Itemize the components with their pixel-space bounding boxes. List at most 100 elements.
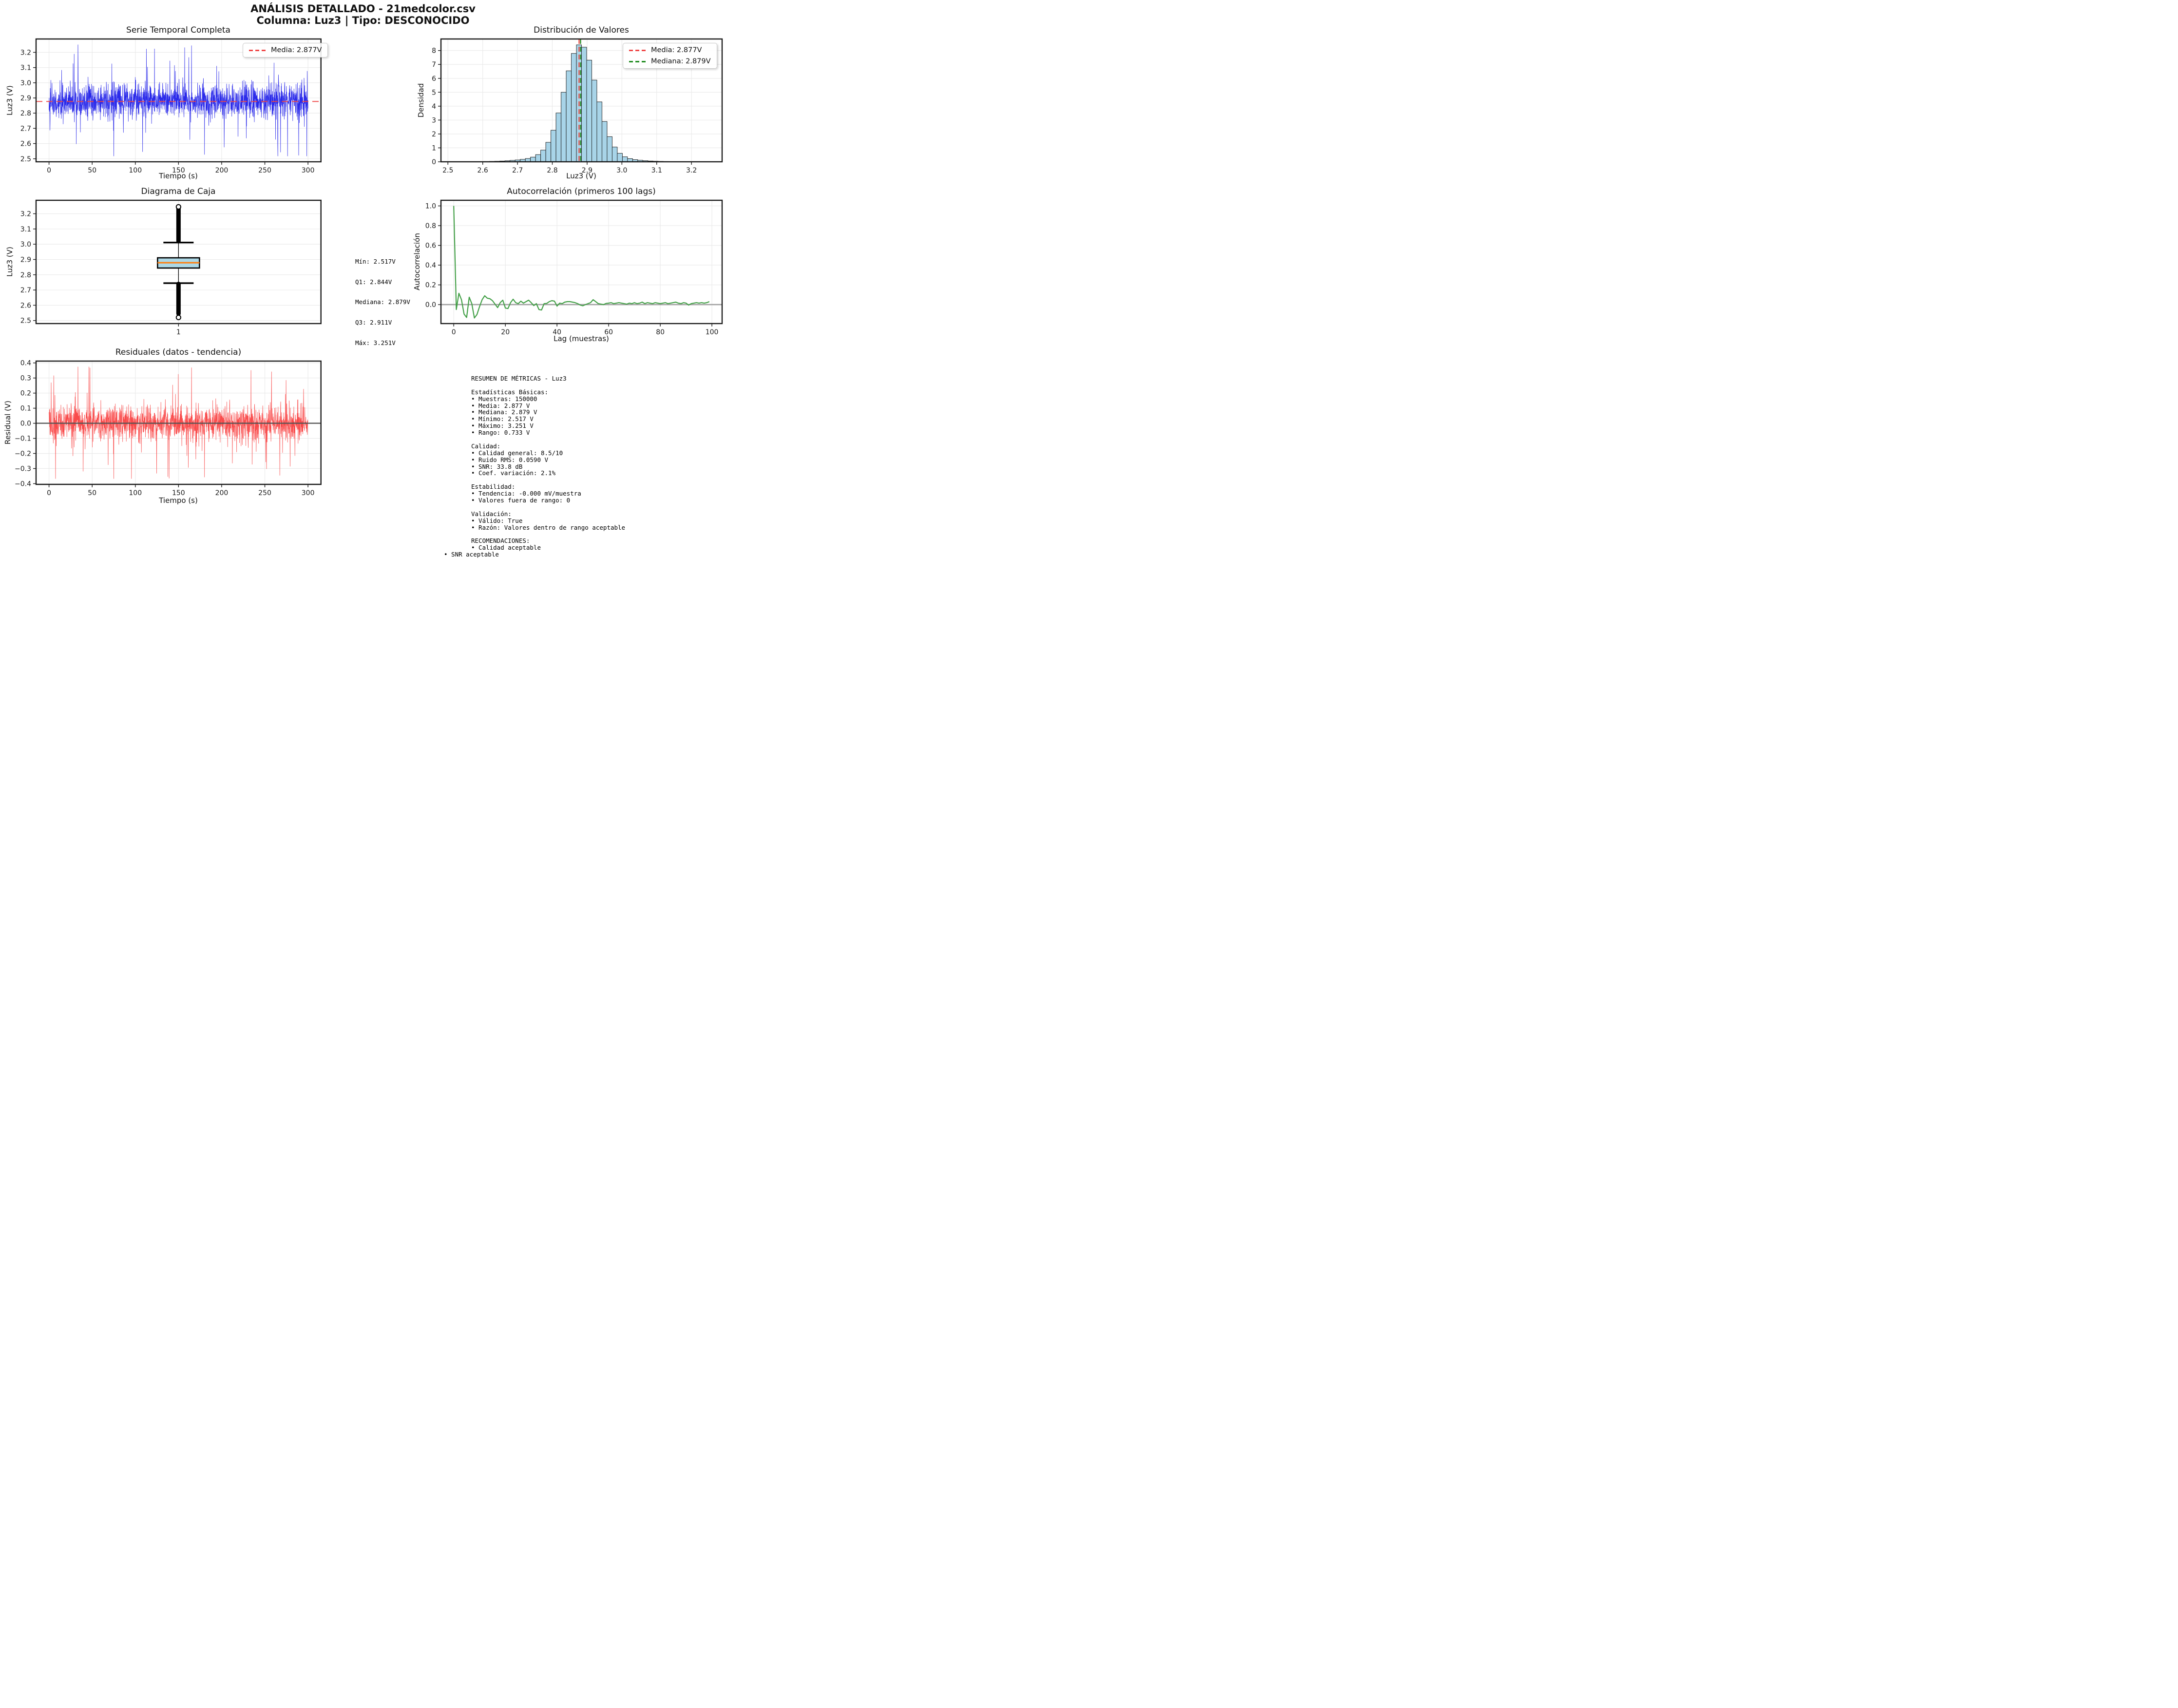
autocorr-plot: 0 20 40 60 80 100 0.0 0.2 0.4 0.6 0.8 1.0 xyxy=(425,199,723,336)
tick-label: −0.4 xyxy=(15,480,31,488)
legend-media-label: Media: 2.877V xyxy=(651,46,702,54)
metrics-summary: RESUMEN DE MÉTRICAS - Luz3 Estadísticas … xyxy=(444,375,625,558)
metrics-line xyxy=(471,504,625,511)
histogram-ylabel: Densidad xyxy=(417,83,425,118)
tick-label: 2.8 xyxy=(547,167,557,174)
tick-label: 40 xyxy=(553,328,561,336)
metrics-line: RECOMENDACIONES: xyxy=(471,537,530,545)
metrics-line xyxy=(471,436,625,443)
tick-label: 100 xyxy=(129,489,142,497)
tick-label: 3.1 xyxy=(20,64,31,72)
metrics-line xyxy=(471,382,625,389)
timeseries-title: Serie Temporal Completa xyxy=(126,25,230,35)
metrics-line: • Valores fuera de rango: 0 xyxy=(471,497,571,504)
tick-label: 250 xyxy=(258,167,271,174)
tick-label: 7 xyxy=(432,61,436,69)
legend-row-media: Media: 2.877V xyxy=(629,46,711,54)
tick-label: 60 xyxy=(604,328,613,336)
tick-label: 8 xyxy=(432,47,436,55)
tick-label: 2.6 xyxy=(20,302,31,309)
metrics-line: • Muestras: 150000 xyxy=(471,395,537,403)
stat-min: Mín: 2.517V xyxy=(355,257,396,265)
stat-q1: Q1: 2.844V xyxy=(355,278,392,286)
tick-label: 6 xyxy=(432,75,436,83)
tick-label: 0 xyxy=(47,167,51,174)
metrics-line: Calidad: xyxy=(471,442,501,450)
tick-label: 3.2 xyxy=(20,211,31,218)
tick-label: 2.9 xyxy=(582,167,592,174)
legend-mediana-label: Mediana: 2.879V xyxy=(651,58,711,65)
metrics-line: Estabilidad: xyxy=(471,483,516,491)
tick-label: 2.5 xyxy=(20,317,31,325)
tick-label: 150 xyxy=(172,167,185,174)
metrics-line: • Calidad aceptable xyxy=(471,544,541,552)
residuals-title: Residuales (datos - tendencia) xyxy=(115,347,242,357)
tick-label: 0.2 xyxy=(425,282,436,289)
tick-label: 2.6 xyxy=(20,140,31,148)
timeseries-ylabel: Luz3 (V) xyxy=(5,85,14,115)
stat-max: Máx: 3.251V xyxy=(355,339,396,346)
tick-label: 100 xyxy=(706,328,719,336)
metrics-line: • Máximo: 3.251 V xyxy=(471,422,534,430)
boxplot-ylabel: Luz3 (V) xyxy=(5,247,14,277)
autocorr-title: Autocorrelación (primeros 100 lags) xyxy=(507,187,656,196)
tick-label: 0 xyxy=(432,158,436,166)
figure-title: ANÁLISIS DETALLADO - 21medcolor.csv Colu… xyxy=(250,3,476,26)
tick-label: −0.3 xyxy=(15,465,31,473)
autocorr-ylabel: Autocorrelación xyxy=(413,233,421,290)
metrics-line: • SNR aceptable xyxy=(444,551,499,558)
tick-label: 20 xyxy=(501,328,510,336)
metrics-line: • Coef. variación: 2.1% xyxy=(471,469,556,477)
legend-row-mediana: Mediana: 2.879V xyxy=(629,58,711,65)
tick-label: 3.2 xyxy=(686,167,697,174)
tick-label: 4 xyxy=(432,103,436,111)
tick-label: 0 xyxy=(452,328,456,336)
tick-label: 0.6 xyxy=(425,242,436,250)
metrics-line: RESUMEN DE MÉTRICAS - Luz3 xyxy=(471,375,567,382)
metrics-line: • Ruido RMS: 0.0590 V xyxy=(471,456,549,463)
tick-label: 50 xyxy=(88,489,96,497)
residuals-xlabel: Tiempo (s) xyxy=(159,496,198,505)
stat-q3: Q3: 2.911V xyxy=(355,318,392,326)
histogram-plot: 2.5 2.6 2.7 2.8 2.9 3.0 3.1 3.2 0 1 2 3 4 5 6 7 8 xyxy=(432,38,723,174)
metrics-line xyxy=(471,531,625,537)
tick-label: 200 xyxy=(215,167,229,174)
figure-title-line1: ANÁLISIS DETALLADO - 21medcolor.csv xyxy=(250,3,476,15)
tick-label: 2.7 xyxy=(20,125,31,133)
tick-label: 0.2 xyxy=(20,390,31,398)
tick-label: 3.0 xyxy=(20,241,31,249)
tick-label: 80 xyxy=(656,328,665,336)
metrics-line: • Tendencia: -0.000 mV/muestra xyxy=(471,490,581,498)
metrics-line: Estadísticas Básicas: xyxy=(471,388,549,396)
media-dash-icon xyxy=(629,49,647,51)
metrics-line xyxy=(471,477,625,483)
metrics-line: • Media: 2.877 V xyxy=(471,402,530,409)
tick-label: 200 xyxy=(215,489,229,497)
tick-label: 1 xyxy=(432,144,436,152)
residuals-plot: 0 50 100 150 200 250 300 −0.4 −0.3 −0.2 −0.1 0.0 0.1… xyxy=(15,360,322,497)
tick-label: 3.2 xyxy=(20,49,31,57)
mediana-dash-icon xyxy=(629,60,647,62)
tick-label: 3.0 xyxy=(616,167,627,174)
tick-label: 2.9 xyxy=(20,95,31,102)
tick-label: 0.8 xyxy=(425,222,436,230)
tick-label: 2.6 xyxy=(478,167,488,174)
tick-label: 2.7 xyxy=(512,167,523,174)
metrics-line: Validación: xyxy=(471,510,512,518)
metrics-line: • SNR: 33.8 dB xyxy=(471,462,523,470)
tick-label: 1.0 xyxy=(425,203,436,211)
metrics-line: • Mínimo: 2.517 V xyxy=(471,415,534,423)
tick-label: 3.1 xyxy=(651,167,662,174)
analysis-figure: 0 50 100 150 200 250 300 2.5 2.6 2.7 2.8 2.9 3.0 3.1 3… xyxy=(0,0,726,569)
tick-label: 2 xyxy=(432,131,436,138)
tick-label: 0.1 xyxy=(20,405,31,413)
histogram-title: Distribución de Valores xyxy=(534,25,629,35)
tick-label: 2.5 xyxy=(20,155,31,163)
plots-canvas: 0 50 100 150 200 250 3002.52.62.72.82.93.03.13… xyxy=(15,38,723,497)
boxplot-stats-annotation: Mín: 2.517V Q1: 2.844V Mediana: 2.879V Q… xyxy=(355,245,410,360)
metrics-line: • Calidad general: 8.5/10 xyxy=(471,449,563,457)
metrics-line: • Válido: True xyxy=(471,517,523,524)
tick-label: 150 xyxy=(172,489,185,497)
autocorr-xlabel: Lag (muestras) xyxy=(554,334,609,343)
metrics-line: • Mediana: 2.879 V xyxy=(471,408,537,416)
